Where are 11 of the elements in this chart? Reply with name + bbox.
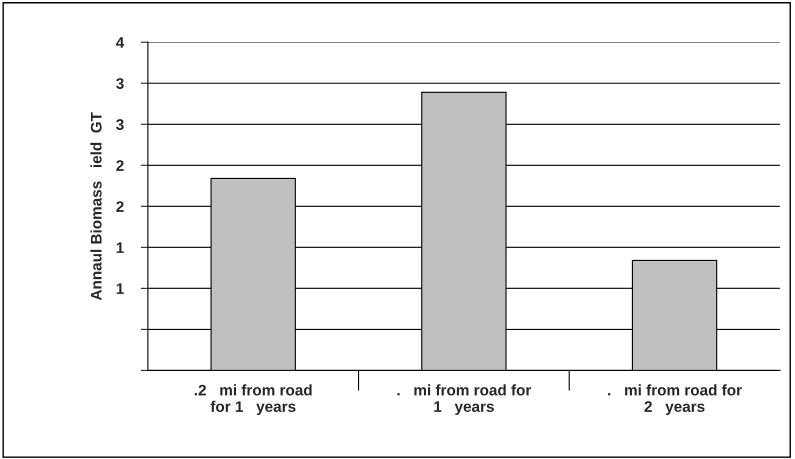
y-tick-label: 2 — [116, 201, 124, 212]
y-tick-label: 3 — [116, 119, 124, 130]
y-tick-label: 3 — [116, 78, 124, 89]
x-tick-label: . mi from road for 2 years — [608, 384, 742, 415]
x-tick-label: . mi from road for 1 years — [397, 384, 532, 415]
x-tick-label: .2 mi from road for 1 years — [194, 384, 312, 415]
y-tick-label: 4 — [116, 37, 124, 48]
y-axis-title: Annaul Biomass ield GT — [90, 112, 102, 300]
y-tick-label: 2 — [116, 160, 124, 171]
y-tick-label: 1 — [116, 242, 124, 253]
y-tick-label: 1 — [116, 283, 124, 294]
